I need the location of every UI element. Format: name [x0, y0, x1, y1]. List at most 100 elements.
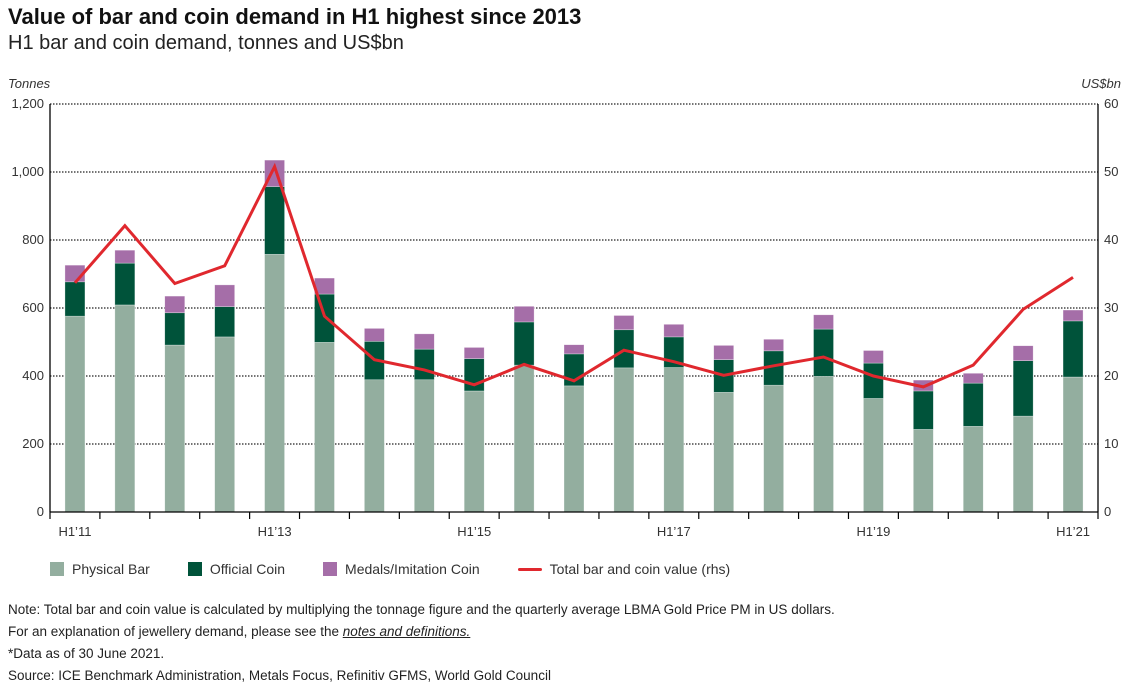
bar-segment-medals-imitation-coin [364, 328, 385, 342]
footnotes: Note: Total bar and coin value is calcul… [8, 600, 835, 688]
right-tick-label: 10 [1104, 436, 1118, 451]
legend-swatch-medals [323, 562, 338, 576]
left-tick-label: 200 [22, 436, 44, 451]
note-explanation: For an explanation of jewellery demand, … [8, 622, 835, 642]
left-tick-label: 600 [22, 300, 44, 315]
bar-segment-official-coin [863, 362, 884, 399]
legend: Physical Bar Official Coin Medals/Imitat… [50, 561, 768, 577]
bar-segment-medals-imitation-coin [413, 333, 435, 350]
bar-segment-official-coin [164, 312, 186, 346]
bar-segment-physical-bar [314, 342, 335, 513]
bar-segment-physical-bar [913, 429, 934, 513]
left-axis-unit: Tonnes [8, 76, 51, 91]
x-tick-label: H1’19 [856, 524, 890, 539]
chart-subtitle: H1 bar and coin demand, tonnes and US$bn [8, 32, 404, 54]
bar-segment-official-coin [64, 281, 86, 317]
bar-segment-physical-bar [663, 367, 685, 513]
legend-label: Physical Bar [72, 561, 150, 577]
right-tick-label: 0 [1104, 504, 1111, 519]
legend-item-official-coin: Official Coin [187, 561, 286, 577]
bar-segment-physical-bar [513, 364, 535, 513]
bar-segment-official-coin [214, 306, 235, 338]
bar-segment-medals-imitation-coin [763, 338, 784, 352]
legend-item-physical-bar: Physical Bar [50, 561, 150, 577]
bar-segment-medals-imitation-coin [563, 344, 585, 355]
left-tick-label: 0 [37, 504, 44, 519]
bar-segment-medals-imitation-coin [863, 350, 884, 364]
legend-item-medals: Medals/Imitation Coin [323, 561, 480, 577]
note-methodology: Note: Total bar and coin value is calcul… [8, 602, 835, 617]
right-tick-label: 20 [1104, 368, 1118, 383]
bar-segment-physical-bar [1012, 415, 1034, 513]
bar-segment-medals-imitation-coin [813, 314, 834, 330]
bar-segment-physical-bar [1062, 376, 1084, 513]
note-data-date: *Data as of 30 June 2021. [8, 646, 165, 661]
right-axis-unit: US$bn [1081, 76, 1121, 91]
bar-segment-official-coin [1062, 320, 1084, 378]
bar-segment-medals-imitation-coin [513, 305, 535, 323]
notes-and-definitions-link[interactable]: notes and definitions. [342, 624, 471, 639]
axes: 0 200 400 600 800 1,000 1,200 0 10 20 30 40 50 60 H1’1… [11, 96, 1118, 539]
note-source: Source: ICE Benchmark Administration, Me… [8, 668, 551, 683]
bar-segment-physical-bar [613, 367, 635, 513]
bar-segment-official-coin [962, 382, 984, 427]
legend-swatch-official-coin [187, 562, 202, 576]
x-tick-label: H1’13 [258, 524, 292, 539]
bar-segment-medals-imitation-coin [1062, 309, 1084, 322]
bar-segment-official-coin [114, 262, 136, 306]
bar-segment-physical-bar [413, 379, 435, 513]
bar-segment-medals-imitation-coin [114, 249, 136, 264]
bar-segment-medals-imitation-coin [214, 284, 235, 307]
x-tick-label: H1’11 [58, 524, 91, 539]
bar-segment-physical-bar [863, 398, 884, 513]
legend-swatch-total-value [517, 567, 542, 571]
chart-plot: 0 200 400 600 800 1,000 1,200 0 10 20 30 40 50 60 H1’1… [8, 76, 1121, 539]
bar-segment-medals-imitation-coin [463, 347, 485, 359]
bar-segment-official-coin [1012, 360, 1034, 417]
bar-segment-medals-imitation-coin [713, 345, 735, 360]
bar-segment-official-coin [913, 390, 934, 430]
left-tick-label: 400 [22, 368, 44, 383]
bar-segment-physical-bar [563, 385, 585, 513]
bar-segment-medals-imitation-coin [1012, 345, 1034, 361]
left-tick-label: 1,000 [11, 164, 44, 179]
bar-segment-medals-imitation-coin [613, 315, 635, 331]
right-tick-label: 40 [1104, 232, 1118, 247]
right-tick-label: 60 [1104, 96, 1118, 111]
bar-segment-medals-imitation-coin [663, 324, 685, 338]
legend-item-total-value: Total bar and coin value (rhs) [517, 561, 731, 577]
bar-segment-physical-bar [763, 384, 784, 513]
bar-segment-physical-bar [164, 344, 186, 513]
left-tick-label: 800 [22, 232, 44, 247]
bar-segment-official-coin [314, 293, 335, 343]
bar-segment-official-coin [413, 348, 435, 381]
legend-label: Total bar and coin value (rhs) [549, 561, 731, 577]
bar-segment-physical-bar [813, 376, 834, 513]
bar-segment-official-coin [513, 321, 535, 366]
legend-swatch-physical-bar [50, 562, 64, 576]
x-tick-label: H1’15 [457, 524, 491, 539]
legend-label: Medals/Imitation Coin [345, 561, 480, 577]
bar-segment-physical-bar [114, 304, 136, 513]
bar-segment-medals-imitation-coin [164, 295, 186, 314]
bar-segment-physical-bar [713, 392, 735, 513]
right-tick-label: 50 [1104, 164, 1118, 179]
chart-title: Value of bar and coin demand in H1 highe… [8, 4, 582, 29]
bar-segment-physical-bar [463, 390, 485, 513]
left-tick-label: 1,200 [11, 96, 44, 111]
bar-segment-physical-bar [214, 336, 235, 513]
bar-segment-physical-bar [264, 253, 285, 513]
x-tick-label: H1’21 [1056, 524, 1090, 539]
legend-label: Official Coin [209, 561, 286, 577]
bar-segment-official-coin [264, 186, 285, 255]
bar-segment-medals-imitation-coin [962, 372, 984, 384]
bar-segment-physical-bar [364, 379, 385, 513]
bar-segment-official-coin [813, 328, 834, 377]
x-tick-label: H1’17 [657, 524, 691, 539]
note-explanation-text: For an explanation of jewellery demand, … [8, 624, 343, 639]
line-series [73, 162, 1074, 389]
bar-segment-physical-bar [64, 315, 86, 513]
right-tick-label: 30 [1104, 300, 1118, 315]
bar-series [64, 159, 1084, 513]
bar-segment-physical-bar [962, 426, 984, 513]
